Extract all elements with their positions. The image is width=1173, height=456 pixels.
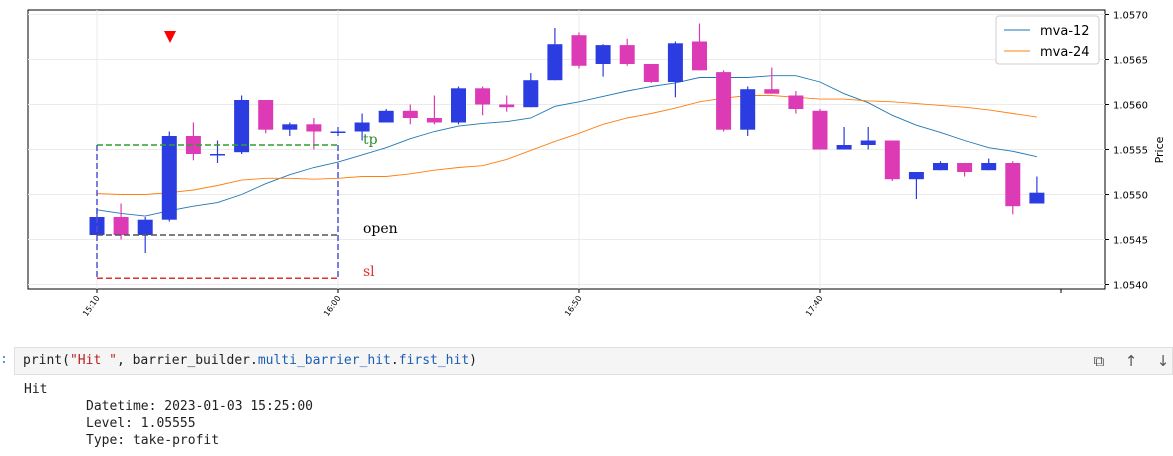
candle-body: [836, 145, 852, 150]
candle-body: [740, 89, 756, 130]
candle-body: [137, 219, 153, 235]
candle-body: [330, 131, 346, 133]
candle-body: [282, 124, 298, 130]
moving-averages: [96, 75, 1037, 217]
x-tick-label: 16:50: [563, 294, 584, 318]
candle-body: [402, 110, 418, 118]
tp-label: tp: [363, 132, 378, 148]
code-cell[interactable]: print("Hit ", barrier_builder.multi_barr…: [14, 347, 1173, 375]
legend-label-mva-12: mva-12: [1040, 24, 1090, 39]
cell-toolbar: ⧉ ↑ ↓: [1090, 351, 1172, 371]
candle-body: [667, 43, 683, 82]
output-line: Hit: [24, 382, 48, 397]
candle-body: [571, 35, 587, 66]
x-tick-label: 15:10: [81, 294, 102, 318]
candles: [89, 23, 1045, 253]
y-tick-label: 1.0540: [1113, 281, 1148, 292]
candle-body: [957, 163, 973, 172]
code-attribute: first_hit: [398, 353, 470, 368]
candle-body: [1029, 192, 1045, 204]
y-tick-label: 1.0560: [1113, 101, 1148, 112]
candle-body: [908, 172, 924, 180]
candle-body: [113, 217, 129, 235]
mva-12-line: [96, 75, 1037, 217]
candle-body: [210, 154, 225, 156]
arrow-up-icon[interactable]: ↑: [1124, 352, 1138, 370]
candle-body: [234, 100, 250, 153]
candle-body: [788, 95, 804, 109]
output-line: Type: take-profit: [86, 433, 220, 448]
candle-body: [716, 72, 732, 130]
candle-body: [1005, 163, 1021, 207]
mva-24-line: [96, 95, 1037, 195]
cell-prompt: :: [0, 352, 8, 367]
y-tick-label: 1.0565: [1113, 56, 1148, 67]
y-axis: 1.0540 1.0545 1.0550 1.0555 1.0560 1.0565 1.05…: [1105, 11, 1148, 292]
barriers: [96, 144, 339, 279]
x-tick-label: 16:00: [322, 294, 343, 318]
cell-output: Hit Datetime: 2023-01-03 15:25:00 Level:…: [24, 381, 313, 449]
output-line: Datetime: 2023-01-03 15:25:00: [86, 399, 313, 414]
open-label: open: [363, 221, 398, 237]
y-axis-label: Price: [1153, 136, 1166, 163]
candle-body: [499, 104, 515, 108]
x-tick-label: 17:40: [804, 294, 825, 318]
code-attribute: multi_barrier_hit: [257, 353, 391, 368]
candle-body: [933, 163, 948, 171]
y-tick-label: 1.0555: [1113, 146, 1148, 157]
candle-body: [595, 45, 611, 64]
legend: mva-12 mva-24: [995, 15, 1100, 65]
candle-body: [547, 44, 563, 81]
code-token: .: [390, 353, 399, 368]
candle-body: [692, 41, 707, 71]
candle-body: [451, 88, 466, 123]
sl-label: sl: [363, 264, 375, 280]
candle-body: [619, 45, 635, 64]
output-line: Level: 1.05555: [86, 416, 196, 431]
candle-body: [378, 110, 394, 123]
code-token: , barrier_builder.: [116, 353, 258, 368]
hit-marker-icon: [164, 31, 176, 43]
candle-body: [161, 136, 177, 220]
legend-label-mva-24: mva-24: [1040, 45, 1090, 60]
code-token: print(: [23, 353, 70, 368]
candle-body: [884, 140, 900, 180]
candle-body: [258, 100, 274, 130]
copy-icon[interactable]: ⧉: [1093, 352, 1105, 370]
candlestick-chart: 1.0540 1.0545 1.0550 1.0555 1.0560 1.0565 1.05…: [27, 9, 1166, 318]
candle-body: [354, 122, 370, 132]
arrow-down-icon[interactable]: ↓: [1156, 352, 1170, 370]
candle-body: [306, 124, 322, 132]
y-tick-label: 1.0570: [1113, 11, 1148, 22]
candle-body: [643, 64, 659, 82]
y-tick-label: 1.0545: [1113, 236, 1148, 247]
candle-body: [475, 88, 491, 105]
code-input[interactable]: print("Hit ", barrier_builder.multi_barr…: [23, 353, 477, 368]
y-tick-label: 1.0550: [1113, 191, 1148, 202]
candle-body: [523, 80, 539, 108]
candle-body: [812, 110, 828, 150]
candle-body: [764, 89, 780, 94]
code-token: ): [469, 353, 477, 368]
candle-body: [860, 140, 876, 145]
candle-body: [426, 118, 442, 123]
x-axis: 15:10 16:00 16:50 17:40: [81, 289, 1062, 318]
candle-body: [185, 136, 201, 154]
candle-body: [981, 163, 997, 171]
code-string: "Hit ": [69, 353, 117, 368]
